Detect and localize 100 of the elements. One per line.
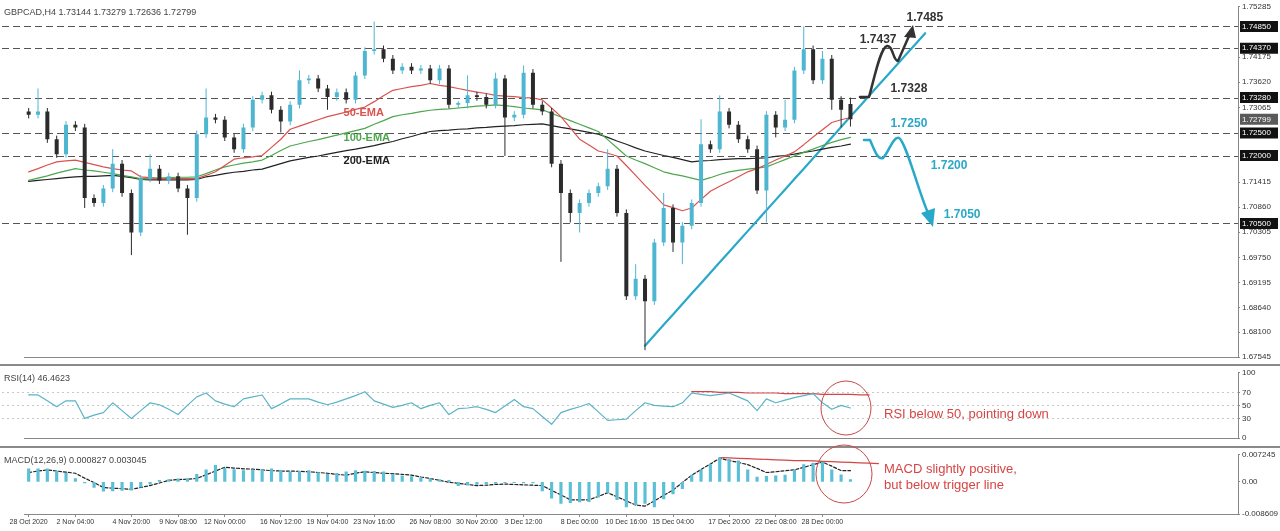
bar <box>606 482 610 494</box>
y-tick-label: 1.69195 <box>1242 277 1272 287</box>
bar <box>755 476 759 482</box>
annotation: 1.7485 <box>906 9 944 24</box>
ref-line-label: 1.73280 <box>1242 92 1272 102</box>
bar <box>64 472 68 482</box>
bar <box>587 482 591 502</box>
bar <box>381 471 386 482</box>
bar <box>820 461 825 482</box>
candlestick <box>278 105 283 133</box>
ref-line-label: 1.74370 <box>1242 43 1272 53</box>
bar <box>279 469 283 482</box>
bar <box>297 471 302 482</box>
series-label: 100-EMA <box>343 131 391 144</box>
candlestick <box>689 198 694 230</box>
bar <box>213 465 218 482</box>
candlestick <box>839 95 844 128</box>
candlestick <box>820 50 825 85</box>
annotation: 1.7250 <box>890 116 928 131</box>
candlestick <box>288 100 293 126</box>
bar <box>325 474 330 482</box>
bar <box>559 482 563 504</box>
series-label: 50-EMA <box>343 106 384 119</box>
y-tick-label: 1.70305 <box>1242 227 1272 237</box>
bar <box>839 474 843 482</box>
y-tick-label: 1.74175 <box>1242 52 1272 62</box>
bar <box>353 470 358 482</box>
ref-line-label: 1.74850 <box>1242 21 1272 31</box>
bar <box>662 482 666 500</box>
y-tick-label: 1.70860 <box>1242 202 1272 212</box>
bar <box>148 482 152 485</box>
bar <box>92 482 96 488</box>
bar <box>111 482 115 492</box>
annotation: 1.7328 <box>890 80 928 95</box>
bar <box>288 471 292 482</box>
candlestick <box>643 274 648 351</box>
y-tick-label: 0 <box>1242 433 1247 443</box>
candlestick <box>633 263 638 301</box>
candlestick <box>773 110 778 138</box>
text: 1.72799 <box>1242 114 1272 124</box>
annotation: 1.7200 <box>930 157 968 172</box>
bar <box>802 464 806 482</box>
candlestick <box>204 88 209 139</box>
bar <box>27 468 31 482</box>
bar <box>475 482 479 485</box>
candlestick <box>437 64 442 85</box>
candlestick <box>390 54 395 75</box>
bar <box>185 478 189 482</box>
candlestick <box>222 115 227 142</box>
candlestick <box>325 84 330 111</box>
y-tick-label: 1.73620 <box>1242 77 1272 87</box>
candlestick <box>605 148 610 191</box>
chart-title: MACD(12,26,9) 0.000827 0.003045 <box>4 454 147 465</box>
candlestick <box>54 135 59 159</box>
bar <box>699 469 703 482</box>
y-tick-label: 1.68100 <box>1242 327 1272 337</box>
candlestick <box>148 153 153 183</box>
candlestick <box>474 91 479 102</box>
candlestick <box>465 74 470 109</box>
y-tick-label: 1.71415 <box>1242 177 1272 187</box>
bar <box>746 469 750 482</box>
y-tick-label: 1.69750 <box>1242 252 1272 262</box>
bar <box>680 482 684 489</box>
bar <box>568 482 572 504</box>
bar <box>830 469 834 482</box>
annotation: RSI below 50, pointing down <box>884 406 1049 422</box>
bar <box>652 482 656 508</box>
candlestick <box>801 25 806 75</box>
bar <box>167 479 171 482</box>
bar <box>466 482 470 486</box>
series-label: 200-EMA <box>343 153 391 166</box>
bar <box>176 478 180 482</box>
y-tick-label: 0.007245 <box>1242 450 1276 459</box>
candlestick <box>586 188 591 208</box>
bar <box>615 482 619 501</box>
bar <box>783 474 787 482</box>
bar <box>307 470 311 482</box>
bar <box>690 474 694 482</box>
y-tick-label: 30 <box>1242 413 1252 423</box>
bar <box>204 469 208 482</box>
y-tick-label: 1.75285 <box>1242 2 1272 11</box>
candlestick <box>372 21 377 56</box>
bar <box>269 468 274 482</box>
candlestick <box>241 123 246 154</box>
candlestick <box>680 221 685 265</box>
candlestick <box>232 133 237 154</box>
y-tick-label: 70 <box>1242 387 1252 397</box>
candlestick <box>185 184 190 236</box>
bar <box>671 482 675 495</box>
bar <box>409 476 414 482</box>
bar <box>372 471 376 482</box>
annotation: MACD slightly positive, <box>884 460 1017 476</box>
bar <box>774 475 778 482</box>
y-tick-label: 50 <box>1242 400 1252 410</box>
y-tick-label: 100 <box>1242 368 1256 377</box>
bar <box>195 474 199 482</box>
candlestick <box>568 188 573 224</box>
candlestick <box>269 91 274 114</box>
candlestick <box>260 91 265 104</box>
bar <box>363 470 367 482</box>
